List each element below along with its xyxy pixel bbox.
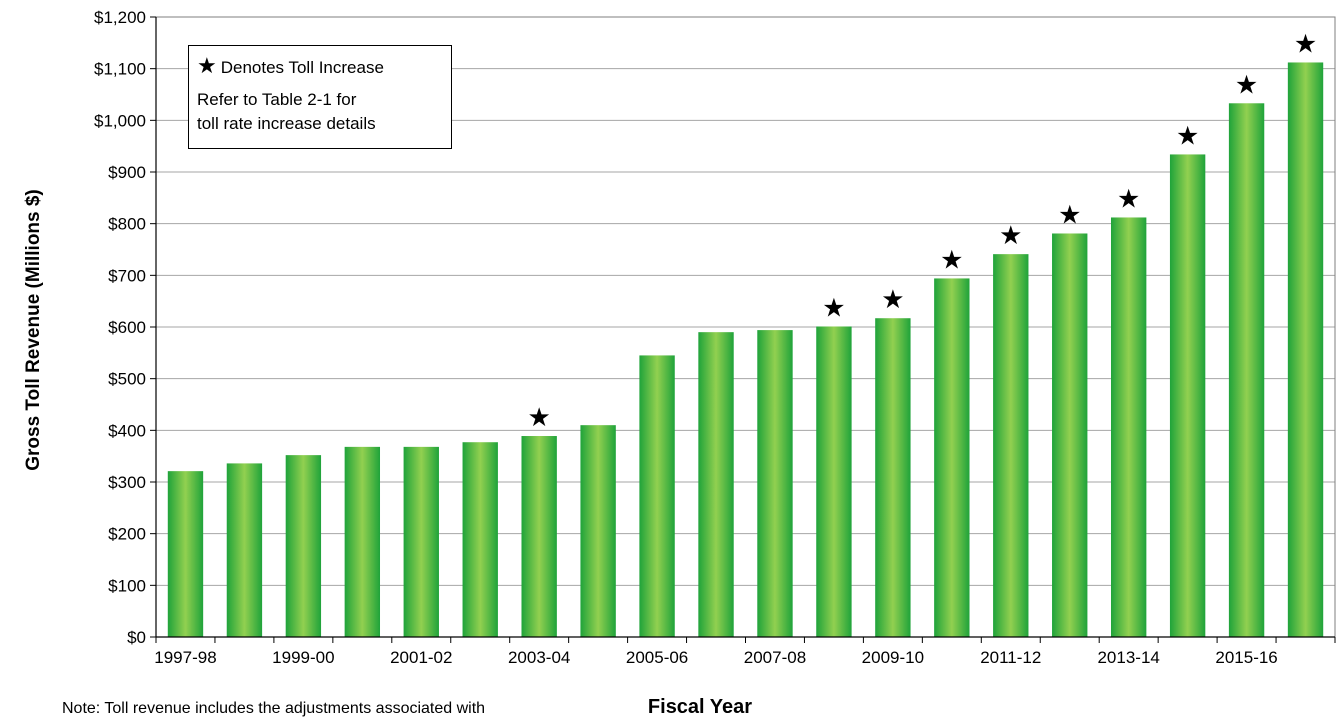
legend: ★ Denotes Toll Increase Refer to Table 2-…: [188, 45, 452, 149]
y-tick-label: $0: [127, 628, 146, 647]
legend-star-entry: ★ Denotes Toll Increase: [197, 56, 384, 78]
y-tick-label: $600: [108, 318, 146, 337]
y-tick-label: $800: [108, 215, 146, 234]
bar: [521, 436, 556, 637]
y-tick-label: $700: [108, 266, 146, 285]
bar: [993, 254, 1028, 637]
toll-increase-star-icon: ★: [1235, 70, 1258, 100]
toll-increase-star-icon: ★: [1058, 200, 1081, 230]
bar: [934, 278, 969, 637]
bar: [404, 447, 439, 637]
bar: [875, 318, 910, 637]
star-icon: ★: [197, 53, 217, 78]
bar: [1111, 217, 1146, 637]
x-tick-label: 2013-14: [1097, 648, 1159, 667]
toll-increase-star-icon: ★: [881, 285, 904, 315]
y-tick-label: $300: [108, 473, 146, 492]
toll-increase-star-icon: ★: [999, 221, 1022, 251]
x-tick-label: 2001-02: [390, 648, 452, 667]
toll-increase-star-icon: ★: [940, 245, 963, 275]
bar: [1052, 233, 1087, 637]
legend-note-line-2: toll rate increase details: [197, 114, 376, 134]
x-tick-label: 1997-98: [154, 648, 216, 667]
bar: [463, 442, 498, 637]
bar: [757, 330, 792, 637]
y-axis-label: Gross Toll Revenue (Millions $): [23, 189, 45, 471]
y-tick-label: $200: [108, 525, 146, 544]
toll-increase-star-icon: ★: [822, 293, 845, 323]
bar: [698, 332, 733, 637]
x-tick-label: 2009-10: [862, 648, 924, 667]
x-tick-label: 1999-00: [272, 648, 334, 667]
x-tick-label: 2005-06: [626, 648, 688, 667]
y-tick-label: $100: [108, 576, 146, 595]
x-tick-label: 2007-08: [744, 648, 806, 667]
x-tick-label: 2011-12: [980, 648, 1041, 667]
x-axis-label: Fiscal Year: [648, 696, 752, 719]
bar: [816, 326, 851, 637]
legend-star-label: Denotes Toll Increase: [221, 58, 384, 77]
toll-increase-star-icon: ★: [1176, 121, 1199, 151]
bar: [1170, 154, 1205, 637]
bar: [639, 355, 674, 637]
bar: [286, 455, 321, 637]
bar: [345, 447, 380, 637]
y-tick-label: $1,100: [94, 60, 146, 79]
x-tick-label: 2015-16: [1215, 648, 1277, 667]
bar: [1229, 103, 1264, 637]
y-tick-label: $500: [108, 370, 146, 389]
x-tick-label: 2003-04: [508, 648, 570, 667]
toll-increase-star-icon: ★: [1117, 184, 1140, 214]
bar: [1288, 62, 1323, 637]
bar: [580, 425, 615, 637]
toll-increase-star-icon: ★: [528, 403, 551, 433]
y-tick-label: $1,000: [94, 111, 146, 130]
toll-increase-star-icon: ★: [1294, 29, 1317, 59]
legend-note-line-1: Refer to Table 2-1 for: [197, 90, 356, 110]
y-tick-label: $1,200: [94, 8, 146, 27]
y-tick-label: $900: [108, 163, 146, 182]
footnote: Note: Toll revenue includes the adjustme…: [62, 700, 485, 718]
bar: [168, 471, 203, 637]
bar: [227, 463, 262, 637]
y-tick-label: $400: [108, 421, 146, 440]
